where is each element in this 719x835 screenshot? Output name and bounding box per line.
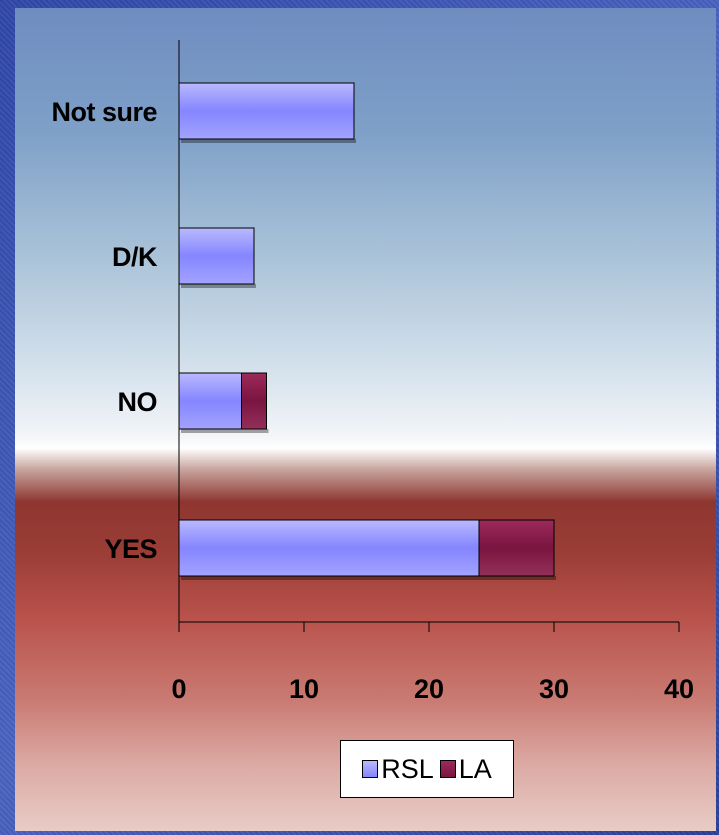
category-label: YES [104,534,157,564]
bar-shadow [181,576,481,580]
category-label: D/K [112,242,158,272]
legend: RSL LA [340,740,514,798]
legend-swatch-la [439,760,456,778]
bars-layer [178,82,556,580]
legend-item-la: LA [439,753,492,785]
category-label: NO [118,387,158,417]
category-label: Not sure [51,97,157,127]
x-tick-label: 20 [414,674,444,704]
x-tick-label: 40 [664,674,694,704]
bar-shadow [181,429,244,433]
bar-rsl-d-k [178,227,255,285]
legend-label-rsl: RSL [381,753,434,784]
legend-label-la: LA [458,753,492,784]
bar-rsl-yes [178,519,480,577]
bar-shadow [481,576,556,580]
bar-la-yes [478,519,555,577]
category-labels: Not sure D/K NO YES [51,97,158,564]
chart-panel [15,8,716,831]
bar-shadow [181,139,356,143]
x-tick-label: 10 [289,674,319,704]
x-tick-label: 0 [171,674,186,704]
legend-swatch-rsl [362,760,379,778]
bar-la-no [241,372,267,430]
bar-rsl-not-sure [178,82,355,140]
bar-rsl-no [178,372,242,430]
bar-shadow [243,429,269,433]
x-tick-label: 30 [539,674,569,704]
legend-item-rsl: RSL [362,754,434,785]
bar-shadow [181,284,256,288]
x-ticks: 0 10 20 30 40 [171,622,694,704]
